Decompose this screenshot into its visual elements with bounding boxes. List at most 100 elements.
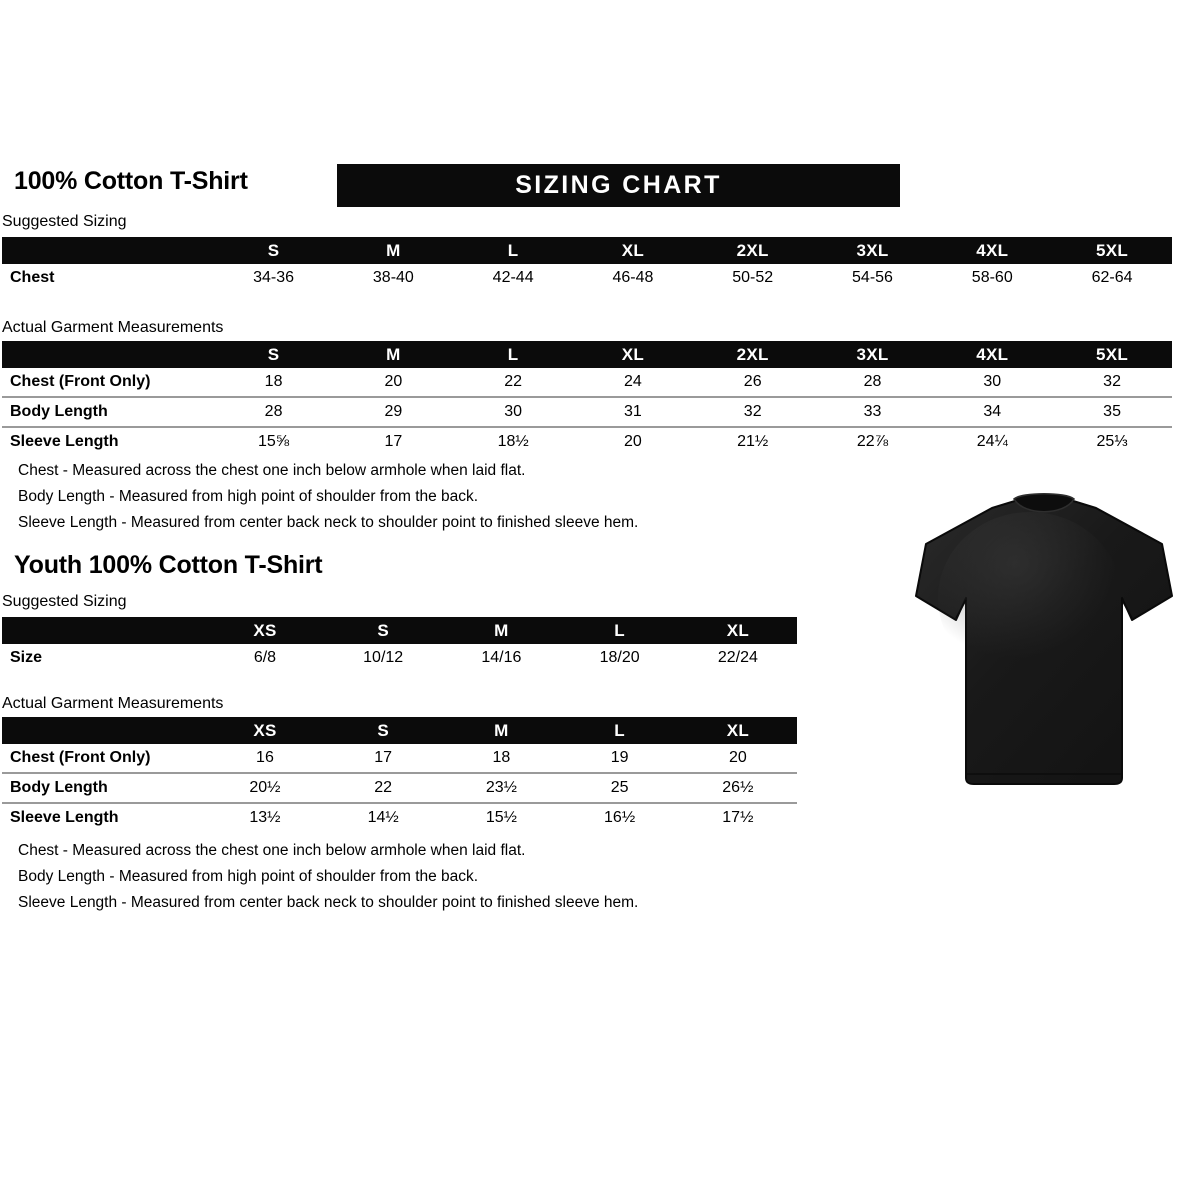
col-header-xl: XL [678, 617, 797, 644]
tshirt-highlight [938, 512, 1122, 684]
col-header-m: M [333, 341, 454, 368]
col-header-2xl: 2XL [692, 341, 813, 368]
row-label-sleeve-length: Sleeve Length [2, 802, 206, 832]
cell-chestfront-m: 20 [384, 373, 403, 390]
cell-size-xs: 6/8 [253, 649, 277, 666]
col-header-3xl: 3XL [812, 341, 933, 368]
col-header-5xl: 5XL [1052, 237, 1172, 264]
col-header-s: S [324, 617, 443, 644]
cell-chest-s: 34-36 [253, 269, 295, 286]
col-header-m: M [442, 717, 561, 744]
cell-sleevelength-5xl: 25⅓ [1052, 426, 1172, 456]
col-header-blank [2, 617, 206, 644]
cell-sleevelength-3xl: 22⅞ [812, 426, 933, 456]
col-header-l: L [560, 617, 679, 644]
note-sleeve-length: Sleeve Length - Measured from center bac… [18, 514, 639, 531]
cell-chest-2xl: 50-52 [732, 269, 774, 286]
youth-section-title: Youth 100% Cotton T-Shirt [14, 551, 323, 579]
cell-size-m: 14/16 [481, 649, 522, 666]
cell-bodylength-xl: 26½ [678, 772, 797, 803]
cell-bodylength-l: 30 [453, 396, 574, 427]
col-header-5xl: 5XL [1052, 341, 1172, 368]
tshirt-illustration [900, 478, 1188, 803]
col-header-3xl: 3XL [812, 237, 933, 264]
cell-sleevelength-xl: 20 [573, 426, 693, 456]
note-body-length: Body Length - Measured from high point o… [18, 488, 479, 505]
cell-chest-m: 38-40 [372, 269, 414, 286]
col-header-s: S [213, 341, 334, 368]
col-header-l: L [560, 717, 679, 744]
cell-bodylength-m: 23½ [442, 772, 561, 803]
table-row: Size 6/8 10/12 14/16 18/20 22/24 [2, 644, 797, 672]
cell-chestfront-xl: 24 [624, 373, 642, 390]
tshirt-left-sleeve-hem [955, 599, 967, 619]
adult-suggested-sizing-label: Suggested Sizing [2, 213, 127, 230]
row-label-body-length: Body Length [2, 396, 214, 427]
cell-sleevelength-xs: 13½ [205, 802, 325, 832]
cell-chest-l: 42-44 [492, 269, 534, 286]
table-row: Body Length 20½ 22 23½ 25 26½ [2, 772, 797, 803]
cell-bodylength-xs: 20½ [205, 772, 325, 803]
cell-chestfront-xs: 16 [256, 749, 274, 766]
cell-bodylength-5xl: 35 [1052, 396, 1172, 427]
row-label-body-length: Body Length [2, 772, 206, 803]
row-label-chest-front-only: Chest (Front Only) [10, 749, 151, 766]
note-body-length: Body Length - Measured from high point o… [18, 868, 479, 885]
cell-chest-4xl: 58-60 [971, 269, 1013, 286]
sizing-chart-banner: SIZING CHART [337, 164, 900, 207]
col-header-m: M [442, 617, 561, 644]
cell-chestfront-2xl: 26 [743, 373, 762, 390]
col-header-m: M [333, 237, 454, 264]
cell-size-l: 18/20 [599, 649, 640, 666]
table-header-row: XS S M L XL [2, 717, 797, 744]
cell-bodylength-m: 29 [333, 396, 454, 427]
row-label-size: Size [10, 649, 43, 666]
tshirt-collar [1012, 493, 1076, 513]
cell-sleevelength-xl: 17½ [678, 802, 797, 832]
row-label-chest-front-only: Chest (Front Only) [10, 373, 151, 390]
cell-chestfront-l: 19 [610, 749, 629, 766]
table-row: Chest (Front Only) 18 20 22 24 26 28 30 … [2, 368, 1172, 397]
cell-chest-xl: 46-48 [612, 269, 654, 286]
cell-chest-5xl: 62-64 [1091, 269, 1133, 286]
cell-chestfront-s: 18 [264, 373, 283, 390]
col-header-s: S [324, 717, 443, 744]
table-header-row: S M L XL 2XL 3XL 4XL 5XL [2, 237, 1172, 264]
tshirt-icon [915, 493, 1173, 785]
cell-chest-3xl: 54-56 [852, 269, 893, 286]
cell-size-s: 10/12 [363, 649, 404, 666]
col-header-blank [2, 341, 214, 368]
cell-bodylength-xl: 31 [573, 396, 693, 427]
cell-sleevelength-m: 15½ [442, 802, 561, 832]
cell-bodylength-4xl: 34 [932, 396, 1053, 427]
col-header-xl: XL [573, 341, 693, 368]
header-row: 100% Cotton T-Shirt SIZING CHART [14, 164, 1186, 210]
cell-chestfront-m: 18 [492, 749, 511, 766]
adult-measurement-notes: Chest - Measured across the chest one in… [18, 458, 638, 536]
cell-chestfront-4xl: 30 [983, 373, 1002, 390]
col-header-xs: XS [205, 717, 325, 744]
col-header-4xl: 4XL [932, 341, 1053, 368]
row-label-sleeve-length: Sleeve Length [2, 426, 214, 456]
table-header-row: S M L XL 2XL 3XL 4XL 5XL [2, 341, 1172, 368]
cell-bodylength-3xl: 33 [812, 396, 933, 427]
tshirt-right-sleeve-hem [1121, 599, 1133, 619]
table-row: Chest 34-36 38-40 42-44 46-48 50-52 54-5… [2, 264, 1172, 292]
adult-actual-measurements-label: Actual Garment Measurements [2, 319, 224, 336]
cell-sleevelength-m: 17 [333, 426, 454, 456]
cell-chestfront-s: 17 [374, 749, 393, 766]
table-row: Sleeve Length 15⅝ 17 18½ 20 21½ 22⅞ 24¼ … [2, 426, 1172, 456]
col-header-2xl: 2XL [692, 237, 813, 264]
cell-bodylength-2xl: 32 [692, 396, 813, 427]
note-sleeve-length: Sleeve Length - Measured from center bac… [18, 894, 639, 911]
table-header-row: XS S M L XL [2, 617, 797, 644]
col-header-xs: XS [205, 617, 325, 644]
cell-sleevelength-2xl: 21½ [692, 426, 813, 456]
cell-sleevelength-l: 16½ [560, 802, 679, 832]
youth-actual-measurements-table: XS S M L XL Chest (Front Only) 16 17 18 … [2, 717, 797, 832]
col-header-l: L [453, 237, 574, 264]
sizing-chart-banner-label: SIZING CHART [515, 171, 722, 199]
cell-chestfront-3xl: 28 [863, 373, 882, 390]
cell-sleevelength-s: 14½ [324, 802, 443, 832]
